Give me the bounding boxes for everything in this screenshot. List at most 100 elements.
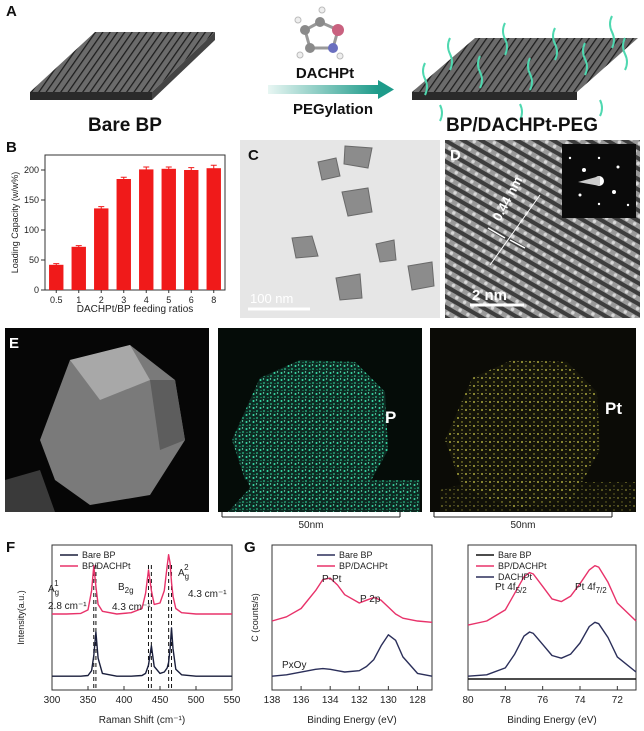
panel-label: F [6, 539, 15, 556]
annotation-sup: 2 [184, 563, 189, 572]
x-tick-label: 1 [76, 295, 81, 305]
annotation: P-Pt [322, 574, 342, 585]
x-tick-label: 74 [574, 695, 586, 706]
legend-label: BP/DACHPt [82, 561, 131, 571]
shape [291, 235, 319, 259]
panel-label: D [450, 147, 461, 164]
annotation-text: P 2p [360, 594, 381, 605]
bp-sheet [30, 32, 215, 92]
scale-label: 50nm [298, 520, 323, 531]
x-tick-label: 134 [322, 695, 339, 706]
x-tick-label: 6 [189, 295, 194, 305]
molecule-icon [294, 6, 344, 60]
bp-sheet-edge [152, 32, 215, 100]
crystal [5, 470, 55, 512]
x-tick-label: 130 [380, 695, 397, 706]
crystal-facet [70, 345, 150, 400]
y-tick-label: 100 [24, 225, 39, 235]
caption: Bare BP [88, 115, 162, 136]
shape [407, 261, 435, 291]
x-tick-label: 80 [462, 695, 474, 706]
panel-a: A Bare BP DACHPt PEGylation BP/DACHPt-PE… [6, 3, 638, 136]
x-tick-label: 78 [500, 695, 512, 706]
annotation: Ag1 [48, 579, 59, 597]
shape [582, 42, 588, 76]
x-tick-label: 5 [166, 295, 171, 305]
annotation-text: 4.3 cm⁻¹ [188, 589, 227, 600]
shape [622, 37, 628, 71]
x-tick-label: 400 [116, 695, 133, 706]
shape [616, 165, 620, 169]
bar [206, 168, 221, 290]
annotation-text: Pt 4f [575, 582, 596, 593]
annotation-text: 2.8 cm⁻¹ [48, 601, 87, 612]
x-tick-label: 132 [351, 695, 368, 706]
error-bar [188, 167, 195, 173]
panel-label: G [244, 539, 256, 556]
annotation: 2.8 cm⁻¹ [48, 601, 87, 612]
peg-chains [422, 15, 628, 122]
legend-label: Bare BP [339, 550, 373, 560]
annotation-sub: 5/2 [516, 586, 528, 595]
annotation: PxOy [282, 660, 306, 671]
shape [502, 22, 508, 56]
bar [184, 170, 199, 290]
shape [626, 203, 630, 207]
annotation-text: B [118, 582, 125, 593]
shape [612, 190, 616, 194]
y-tick-label: 150 [24, 195, 39, 205]
shape [343, 145, 373, 169]
annotation: Pt 4f7/2 [575, 582, 607, 595]
bar [139, 169, 154, 290]
shape [318, 6, 326, 14]
element-label: P [385, 408, 396, 427]
legend-label: Bare BP [498, 550, 532, 560]
shape [317, 157, 341, 181]
shape [294, 16, 302, 24]
annotation: Ag2 [178, 563, 189, 581]
panel-label: A [6, 3, 17, 20]
error-bar [165, 166, 172, 171]
shape [422, 62, 428, 96]
annotation: 4.3 cm⁻¹ [112, 602, 151, 613]
pt-distribution [440, 482, 636, 512]
annotation: P 2p [360, 594, 381, 605]
element-label: Pt [605, 399, 622, 418]
y-tick-label: 0 [34, 285, 39, 295]
caption: BP/DACHPt-PEG [446, 115, 598, 136]
series-line [467, 621, 637, 677]
scale-label: 50nm [510, 520, 535, 531]
annotation-text: PxOy [282, 660, 306, 671]
x-tick-label: 128 [409, 695, 426, 706]
x-tick-label: 550 [224, 695, 241, 706]
annotation-sup: 1 [54, 579, 59, 588]
panel-d: D 0.44 nm 2 nm [445, 140, 640, 318]
x-tick-label: 136 [293, 695, 310, 706]
shape [315, 17, 325, 27]
molecule-name: DACHPt [296, 65, 354, 82]
annotation-sub: g [185, 572, 189, 581]
legend-label: BP/DACHPt [339, 561, 388, 571]
series-line [271, 577, 433, 623]
arrow [509, 239, 526, 249]
shape [519, 103, 523, 121]
x-tick-label: 450 [152, 695, 169, 706]
shape [305, 43, 315, 53]
bp-sheet [412, 38, 638, 92]
shape [375, 239, 397, 263]
y-axis-label: Loading Capacity (w/w%) [10, 172, 20, 274]
x-tick-label: 76 [537, 695, 549, 706]
y-tick-label: 200 [24, 165, 39, 175]
nanosheets [291, 145, 435, 301]
legend-label: DACHPt [498, 572, 533, 582]
plot-frame [271, 544, 433, 691]
x-tick-label: 0.5 [50, 295, 63, 305]
p-distribution [232, 360, 388, 508]
scale-label: 100 nm [250, 291, 293, 306]
annotation-sub: 2g [125, 586, 134, 595]
shape [568, 156, 572, 160]
annotation-text: 4.3 cm⁻¹ [112, 602, 151, 613]
annotation-text: P-Pt [322, 574, 342, 585]
legend-label: BP/DACHPt [498, 561, 547, 571]
